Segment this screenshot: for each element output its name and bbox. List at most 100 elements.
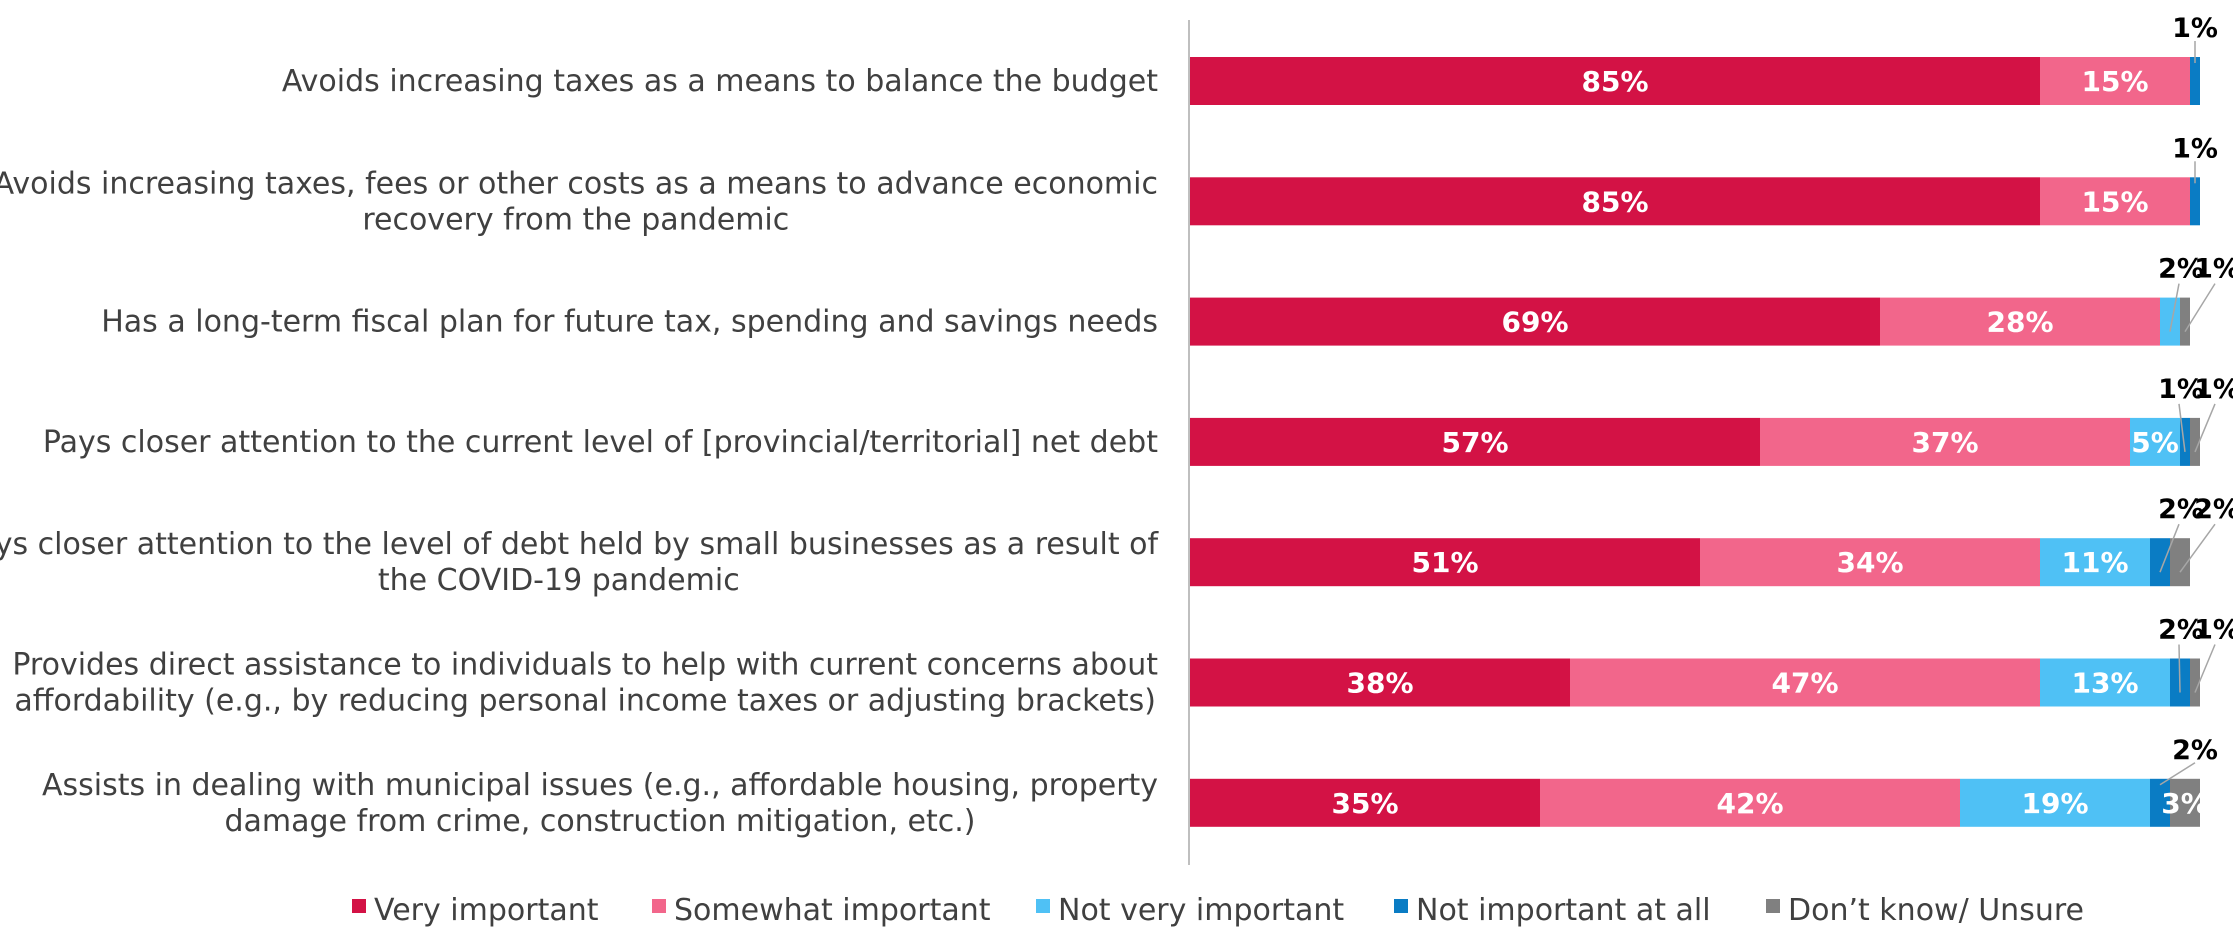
bar-segment (1700, 538, 2040, 587)
small-value-label: 2% (2158, 494, 2204, 525)
bar-segment (2040, 538, 2150, 587)
leader-line (2169, 283, 2180, 332)
bar-value-label: 85% (1581, 185, 1648, 218)
small-value-label: 2% (2194, 494, 2233, 525)
small-value-label: 1% (2172, 13, 2218, 44)
legend-label: Not very important (1058, 893, 1344, 928)
bar-segment (2130, 417, 2180, 466)
category-labels: Avoids increasing taxes as a means to ba… (0, 64, 1159, 839)
bar-value-label: 38% (1346, 667, 1413, 700)
legend-swatch (1394, 899, 1408, 913)
category-label: Provides direct assistance to individual… (12, 648, 1158, 719)
bar-segment (1190, 57, 2040, 105)
bar-value-label: 34% (1836, 546, 1903, 579)
bar-segment (1190, 177, 2040, 226)
category-label-line: Assists in dealing with municipal issues… (42, 768, 1158, 803)
small-value-label: 2% (2158, 615, 2204, 646)
legend-swatch (1036, 899, 1050, 913)
bar-segment (2150, 538, 2170, 587)
bar-segment (2180, 297, 2190, 346)
bar-segment (1960, 778, 2150, 827)
category-label-line: Avoids increasing taxes as a means to ba… (282, 64, 1158, 99)
bar-value-label: 19% (2021, 787, 2088, 820)
bar-segment (2040, 57, 2190, 105)
bar-value-label: 28% (1986, 306, 2053, 339)
small-value-label: 1% (2194, 374, 2233, 405)
bar-segment (2150, 778, 2170, 827)
leader-line (2159, 523, 2180, 573)
small-value-label: 2% (2158, 254, 2204, 285)
category-label-line: recovery from the pandemic (362, 202, 789, 237)
legend-label: Not important at all (1416, 893, 1711, 928)
legend-swatch (352, 899, 366, 913)
bar-segment (1190, 658, 1570, 707)
bar-value-label: 69% (1501, 306, 1568, 339)
bar-value-label: 5% (2131, 426, 2179, 459)
leader-line (2194, 403, 2216, 453)
leader-line (2179, 523, 2216, 573)
small-value-label: 1% (2194, 615, 2233, 646)
bar-segment (2040, 658, 2170, 707)
leader-line (2194, 644, 2216, 693)
value-labels: 85%15%1%85%15%1%69%28%2%1%57%37%5%1%1%51… (1331, 13, 2233, 820)
legend-label: Somewhat important (674, 893, 991, 928)
legend-swatch (652, 899, 666, 913)
legend: Very important Somewhat important Not very… (352, 893, 2084, 928)
bar-value-label: 15% (2081, 185, 2148, 218)
legend-swatch (1766, 899, 1780, 913)
leader-line (2184, 283, 2216, 332)
category-label: Avoids increasing taxes as a means to ba… (282, 64, 1158, 99)
bar-value-label: 47% (1771, 667, 1838, 700)
leader-line (2178, 403, 2186, 452)
category-label: Pays closer attention to the current lev… (43, 425, 1158, 460)
bar-value-label: 3% (2161, 787, 2209, 820)
bar-segment (2180, 417, 2190, 466)
bar-segment (2190, 57, 2200, 105)
small-value-label: 1% (2158, 374, 2204, 405)
leader-line (2178, 644, 2181, 693)
bar-value-label: 15% (2081, 65, 2148, 98)
category-label-line: affordability (e.g., by reducing persona… (14, 684, 1156, 719)
category-label-line: Avoids increasing taxes, fees or other c… (0, 166, 1158, 201)
leader-line (2159, 762, 2196, 786)
bar-value-label: 11% (2061, 546, 2128, 579)
category-label-line: Pays closer attention to the level of de… (0, 527, 1159, 562)
category-label-line: Provides direct assistance to individual… (12, 648, 1158, 683)
bar-segment (2170, 538, 2190, 587)
bar-segment (1190, 778, 1540, 827)
bar-segment (2190, 658, 2200, 707)
small-value-label: 2% (2172, 735, 2218, 766)
category-label-line: Has a long-term fiscal plan for future t… (101, 305, 1158, 340)
bar-value-label: 35% (1331, 787, 1398, 820)
legend-label: Don’t know/ Unsure (1788, 893, 2084, 928)
bar-segment (1540, 778, 1960, 827)
bar-value-label: 57% (1441, 426, 1508, 459)
bar-segment (1570, 658, 2040, 707)
legend-label: Very important (374, 893, 599, 928)
bars (1190, 57, 2200, 827)
bar-value-label: 85% (1581, 65, 1648, 98)
bar-value-label: 37% (1911, 426, 1978, 459)
category-label: Avoids increasing taxes, fees or other c… (0, 166, 1158, 237)
bar-segment (2170, 778, 2200, 827)
bar-value-label: 51% (1411, 546, 1478, 579)
category-label-line: the COVID-19 pandemic (378, 563, 740, 598)
small-value-label: 1% (2194, 254, 2233, 285)
bar-value-label: 13% (2071, 667, 2138, 700)
bar-segment (2160, 297, 2180, 346)
category-label-line: damage from crime, construction mitigati… (224, 804, 975, 839)
bar-segment (1880, 297, 2160, 346)
bar-segment (2040, 177, 2190, 226)
bar-segment (1190, 297, 1880, 346)
bar-segment (1760, 417, 2130, 466)
bar-value-label: 42% (1716, 787, 1783, 820)
category-label: Assists in dealing with municipal issues… (42, 768, 1158, 839)
small-value-label: 1% (2172, 133, 2218, 164)
bar-segment (2190, 177, 2200, 226)
category-label: Has a long-term fiscal plan for future t… (101, 305, 1158, 340)
bar-segment (1190, 417, 1760, 466)
leader-lines (2159, 41, 2216, 786)
category-label-line: Pays closer attention to the current lev… (43, 425, 1158, 460)
category-label: Pays closer attention to the level of de… (0, 527, 1159, 598)
